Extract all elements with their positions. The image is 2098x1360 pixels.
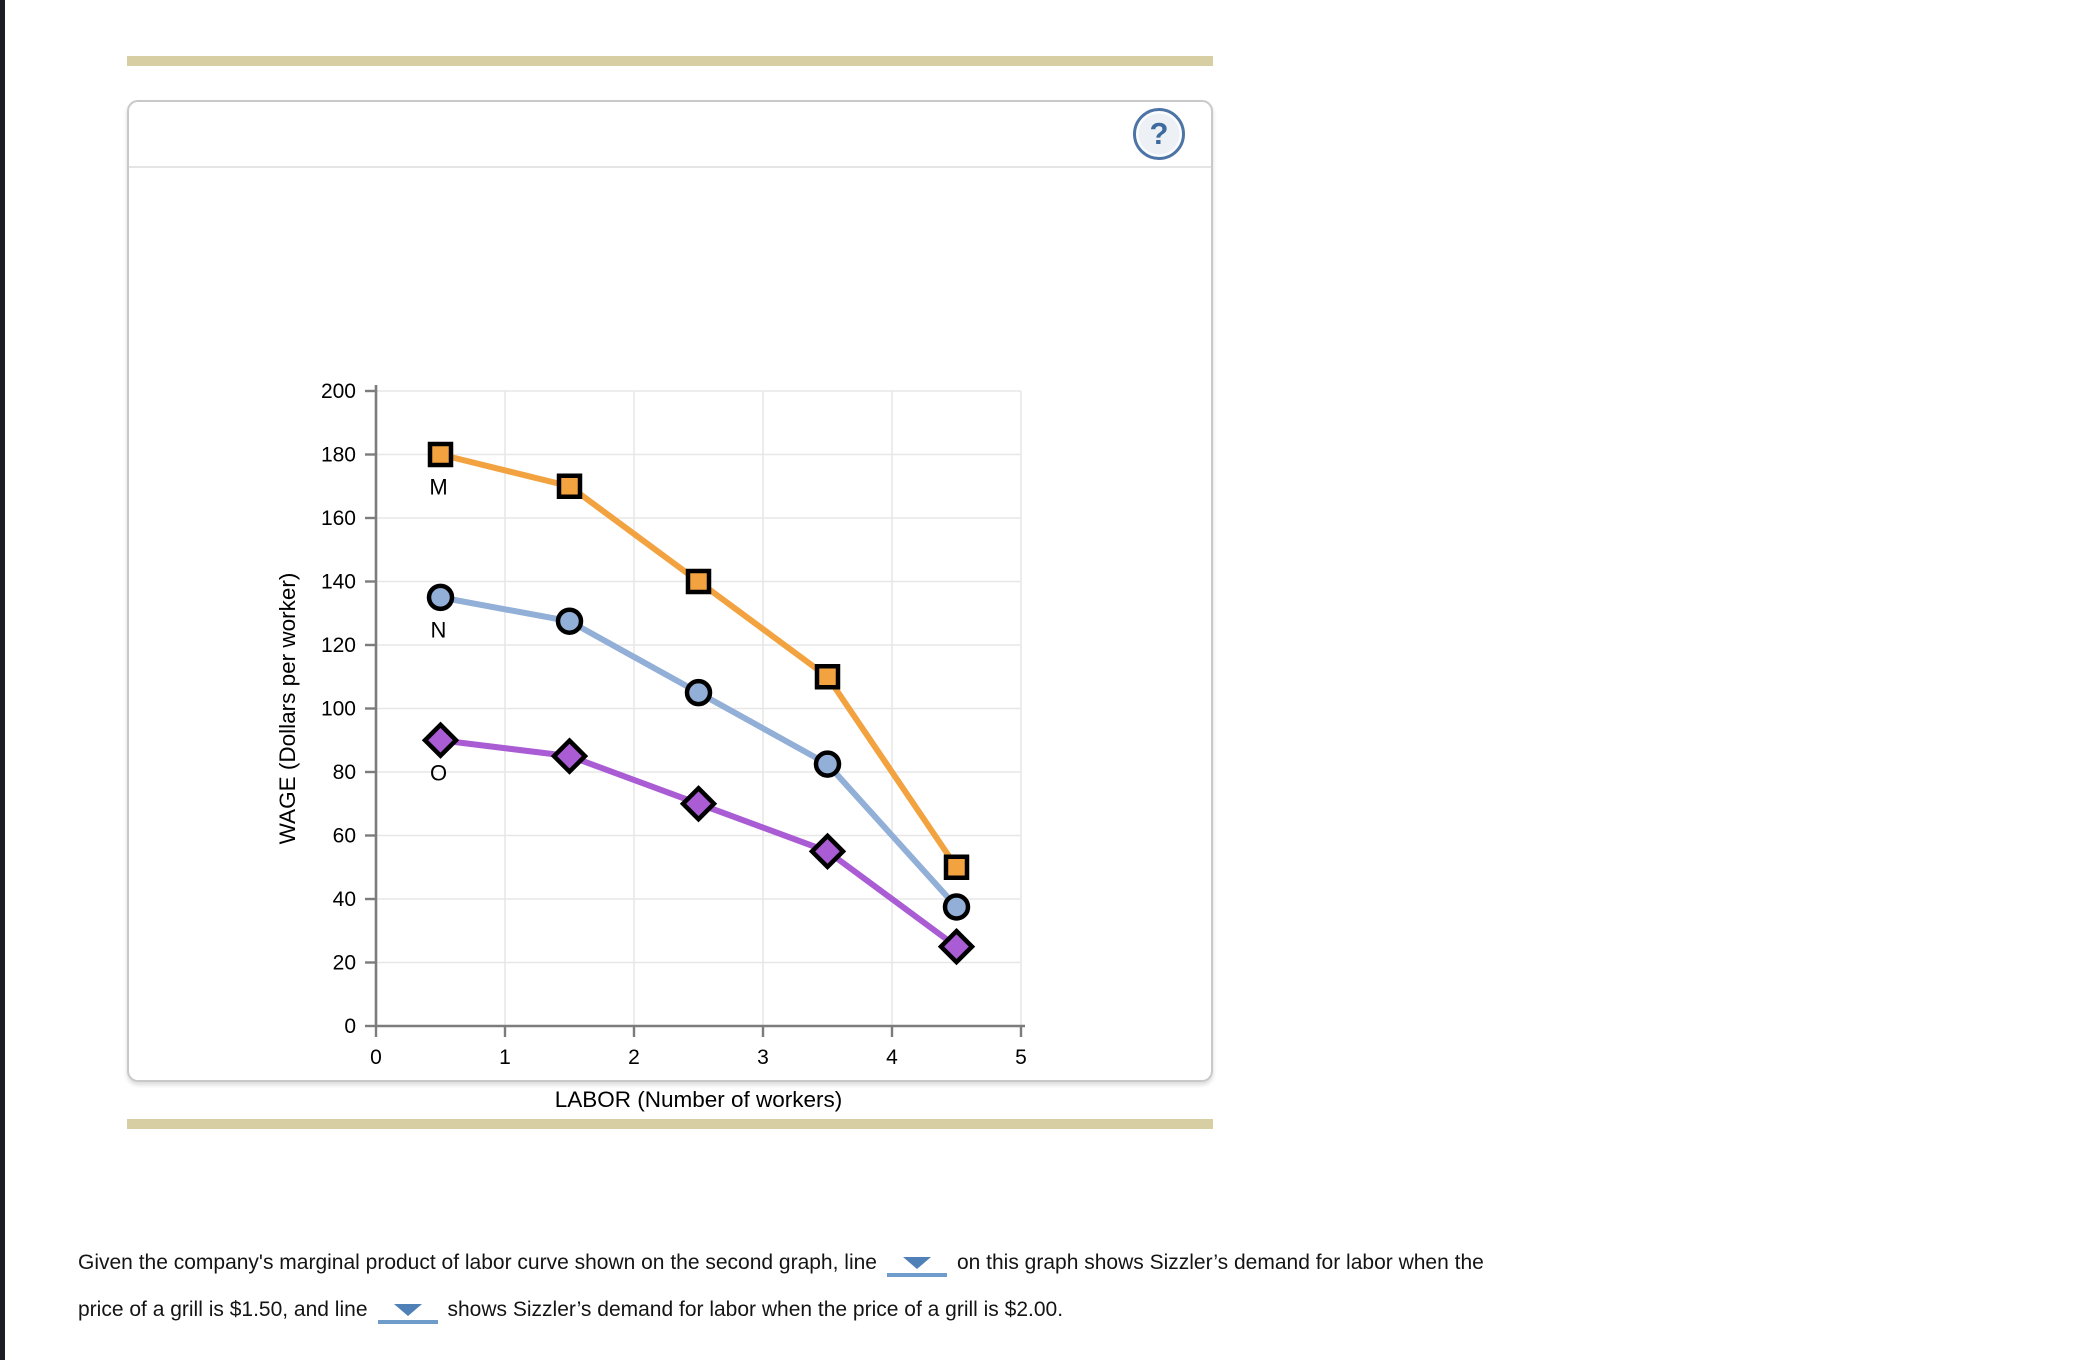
svg-text:140: 140 [321, 571, 356, 594]
question-line2-after: shows Sizzler’s demand for labor when th… [447, 1298, 1064, 1321]
wage-labor-chart: 0 20 40 60 80 100 120 140 160 180 200 0 1 2 3 4 5 LABOR (… [259, 362, 1059, 1122]
svg-text:2: 2 [628, 1046, 640, 1069]
question-line-1: Given the company's marginal product of … [78, 1248, 2048, 1278]
panel-header: ? [129, 102, 1211, 168]
svg-text:40: 40 [333, 888, 356, 911]
price-200-line-dropdown[interactable] [377, 1304, 438, 1324]
bottom-accent-bar [127, 1119, 1213, 1129]
svg-text:O: O [430, 760, 447, 785]
svg-text:3: 3 [757, 1046, 769, 1069]
help-button[interactable]: ? [1133, 108, 1185, 160]
svg-text:N: N [431, 617, 447, 642]
svg-text:180: 180 [321, 444, 356, 467]
svg-text:60: 60 [333, 825, 356, 848]
svg-text:0: 0 [370, 1046, 382, 1069]
question-line2-before: price of a grill is $1.50, and line [78, 1298, 368, 1321]
dropdown-arrow-icon [393, 1304, 422, 1316]
question-line1-before: Given the company's marginal product of … [78, 1251, 877, 1274]
dropdown-arrow-icon [902, 1257, 931, 1269]
svg-text:160: 160 [321, 507, 356, 530]
svg-text:5: 5 [1015, 1046, 1027, 1069]
svg-text:80: 80 [333, 761, 356, 784]
svg-text:M: M [429, 475, 447, 500]
price-150-line-dropdown[interactable] [886, 1257, 947, 1277]
question-line1-after: on this graph shows Sizzler’s demand for… [956, 1251, 1484, 1274]
svg-text:LABOR (Number of workers): LABOR (Number of workers) [555, 1087, 843, 1112]
svg-text:200: 200 [321, 380, 356, 403]
question-text: Given the company's marginal product of … [78, 1248, 2048, 1342]
window-edge-strip [0, 0, 5, 1360]
question-mark-icon: ? [1149, 116, 1169, 151]
svg-text:20: 20 [333, 952, 356, 975]
svg-text:WAGE (Dollars per worker): WAGE (Dollars per worker) [275, 573, 300, 845]
svg-text:0: 0 [344, 1015, 356, 1038]
svg-text:1: 1 [499, 1046, 511, 1069]
svg-text:120: 120 [321, 634, 356, 657]
problem-panel: ? 0 20 40 60 80 100 120 140 160 180 200 0 1 2 3 4 5 LABOR… [127, 100, 1213, 1112]
question-line-2: price of a grill is $1.50, and line shows… [78, 1295, 2048, 1325]
wage-labor-chart-svg: 0 20 40 60 80 100 120 140 160 180 200 0 1 2 3 4 5 LABOR (… [275, 380, 1027, 1112]
top-accent-bar [127, 56, 1213, 66]
svg-text:4: 4 [886, 1046, 898, 1069]
svg-text:100: 100 [321, 698, 356, 721]
